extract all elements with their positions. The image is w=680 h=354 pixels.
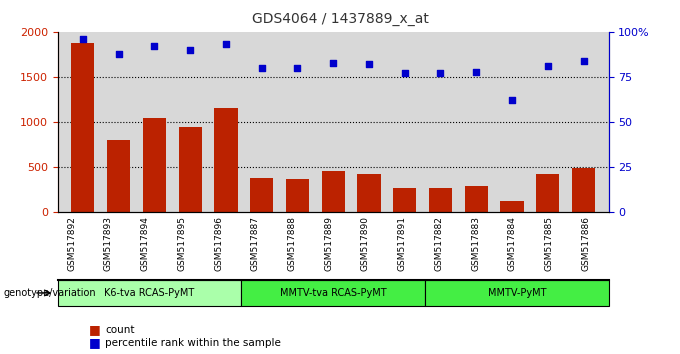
Bar [393,188,416,212]
Text: K6-tva RCAS-PyMT: K6-tva RCAS-PyMT [105,288,194,298]
Text: MMTV-PyMT: MMTV-PyMT [488,288,546,298]
Text: GSM517889: GSM517889 [324,216,333,271]
Text: GDS4064 / 1437889_x_at: GDS4064 / 1437889_x_at [252,12,428,27]
Point [399,70,410,76]
Bar [500,201,524,212]
Bar [71,43,95,212]
Point [471,69,481,74]
Bar [536,173,560,212]
Point [113,51,124,56]
Point [292,65,303,71]
Bar [429,188,452,212]
Bar [464,186,488,212]
Bar [250,178,273,212]
Text: GSM517883: GSM517883 [471,216,480,271]
Bar [107,140,131,212]
Text: GSM517884: GSM517884 [508,216,517,271]
Text: GSM517892: GSM517892 [67,216,76,271]
Bar [179,127,202,212]
Bar [214,108,237,212]
Text: GSM517894: GSM517894 [141,216,150,271]
Text: GSM517885: GSM517885 [545,216,554,271]
Text: GSM517895: GSM517895 [177,216,186,271]
Text: GSM517882: GSM517882 [435,216,443,271]
Text: MMTV-tva RCAS-PyMT: MMTV-tva RCAS-PyMT [280,288,386,298]
Point [364,62,375,67]
Text: percentile rank within the sample: percentile rank within the sample [105,338,282,348]
Point [507,98,517,103]
Point [185,47,196,53]
Text: GSM517891: GSM517891 [398,216,407,271]
Text: count: count [105,325,135,335]
Text: GSM517888: GSM517888 [288,216,296,271]
Bar [572,168,595,212]
Text: ■: ■ [88,336,100,349]
Point [256,65,267,71]
Text: GSM517890: GSM517890 [361,216,370,271]
Bar [286,179,309,212]
Text: GSM517893: GSM517893 [104,216,113,271]
Point [543,63,554,69]
Bar [143,118,166,212]
Point [328,60,339,65]
Text: genotype/variation: genotype/variation [3,288,96,298]
Text: GSM517896: GSM517896 [214,216,223,271]
Text: GSM517886: GSM517886 [581,216,590,271]
Bar [322,171,345,212]
Point [78,36,88,42]
Text: GSM517887: GSM517887 [251,216,260,271]
Point [149,44,160,49]
Text: ■: ■ [88,324,100,336]
Point [578,58,589,64]
Point [435,70,446,76]
Point [220,42,231,47]
Bar [358,175,381,212]
